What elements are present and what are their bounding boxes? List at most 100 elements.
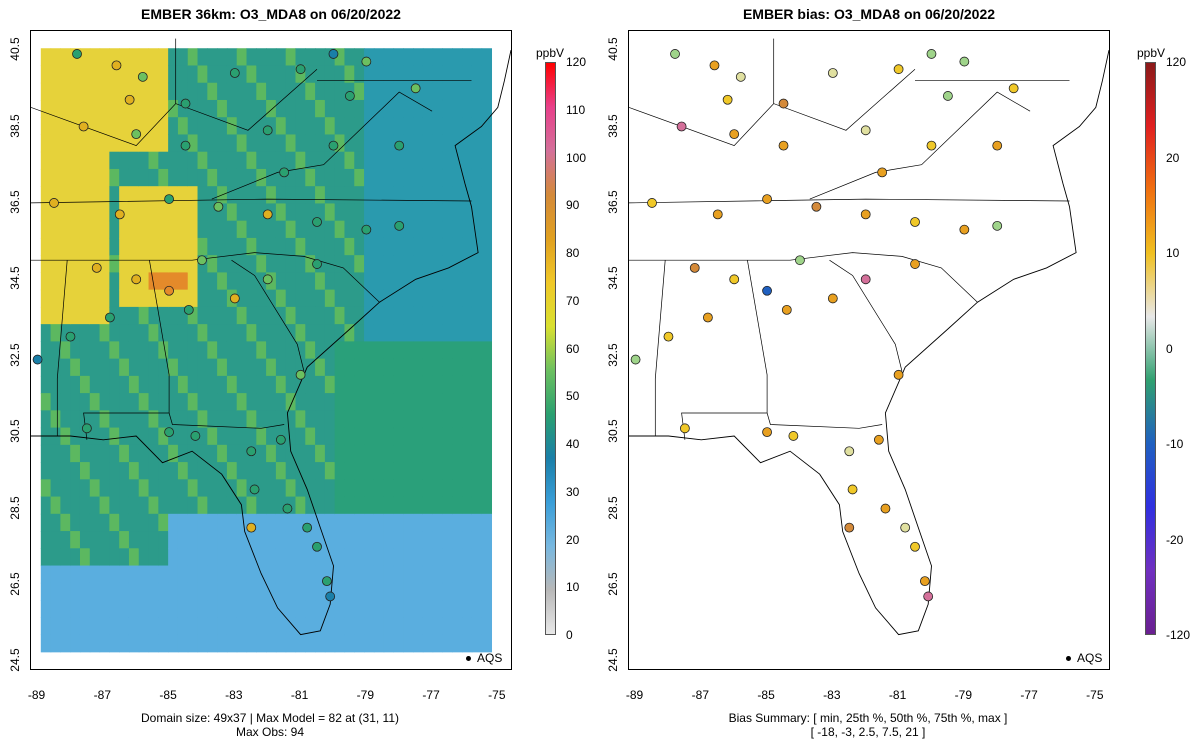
model-grid-cell — [119, 514, 129, 532]
model-grid-cell — [247, 566, 257, 584]
model-grid-cell — [188, 221, 198, 239]
model-grid-cell — [217, 376, 227, 394]
model-grid-cell — [178, 169, 188, 187]
model-grid-cell — [149, 272, 159, 290]
colorbar-tick-label: 20 — [1166, 151, 1179, 165]
model-grid-cell — [149, 324, 159, 342]
model-grid-cell — [247, 203, 257, 221]
model-grid-cell — [60, 583, 70, 601]
colorbar-tick-label: -20 — [1166, 533, 1183, 547]
model-grid-cell — [60, 169, 70, 187]
x-tick-label: -83 — [219, 688, 249, 702]
model-grid-cell — [119, 152, 129, 170]
model-grid-cell — [256, 152, 266, 170]
model-grid-cell — [60, 255, 70, 273]
model-grid-cell — [168, 583, 178, 601]
model-grid-cell — [364, 134, 374, 152]
model-grid-cell — [60, 393, 70, 411]
model-grid-cell — [178, 152, 188, 170]
model-grid-cell — [129, 359, 139, 377]
model-grid-cell — [462, 117, 472, 135]
model-grid-cell — [295, 290, 305, 308]
model-grid-cell — [442, 445, 452, 463]
right-colorbar-unit: ppbV — [1137, 46, 1165, 60]
model-grid-cell — [109, 393, 119, 411]
model-grid-cell — [139, 462, 149, 480]
model-grid-cell — [109, 445, 119, 463]
model-grid-cell — [158, 83, 168, 101]
model-grid-cell — [364, 272, 374, 290]
aqs-station-point — [296, 370, 305, 379]
model-grid-cell — [149, 186, 159, 204]
model-grid-cell — [41, 635, 51, 653]
state-boundary — [682, 260, 768, 440]
model-grid-cell — [217, 290, 227, 308]
model-grid-cell — [70, 238, 80, 256]
model-grid-cell — [364, 410, 374, 428]
model-grid-cell — [413, 410, 423, 428]
model-grid-cell — [433, 410, 443, 428]
model-grid-cell — [80, 290, 90, 308]
model-grid-cell — [256, 600, 266, 618]
model-grid-cell — [247, 600, 257, 618]
model-grid-cell — [80, 497, 90, 515]
model-grid-cell — [51, 48, 61, 66]
model-grid-cell — [51, 152, 61, 170]
model-grid-cell — [472, 445, 482, 463]
model-grid-cell — [482, 221, 492, 239]
model-grid-cell — [90, 617, 100, 635]
model-grid-cell — [472, 376, 482, 394]
model-grid-cell — [198, 462, 208, 480]
model-grid-cell — [384, 324, 394, 342]
model-grid-cell — [217, 83, 227, 101]
model-grid-cell — [442, 186, 452, 204]
model-grid-cell — [482, 307, 492, 325]
model-grid-cell — [452, 186, 462, 204]
model-grid-cell — [413, 341, 423, 359]
model-grid-cell — [325, 117, 335, 135]
model-grid-cell — [60, 617, 70, 635]
model-grid-cell — [227, 134, 237, 152]
model-grid-cell — [247, 48, 257, 66]
model-grid-cell — [266, 531, 276, 549]
aqs-station-point — [861, 210, 870, 219]
model-grid-cell — [198, 635, 208, 653]
aqs-station-point — [763, 195, 772, 204]
left-footer-line1: Domain size: 49x37 | Max Model = 82 at (… — [40, 711, 500, 725]
model-grid-cell — [51, 307, 61, 325]
model-grid-cell — [90, 341, 100, 359]
model-grid-cell — [139, 48, 149, 66]
model-grid-cell — [70, 635, 80, 653]
model-grid-cell — [462, 428, 472, 446]
model-grid-cell — [237, 428, 247, 446]
model-grid-cell — [247, 635, 257, 653]
model-grid-cell — [41, 583, 51, 601]
model-grid-cell — [286, 117, 296, 135]
model-grid-cell — [315, 428, 325, 446]
model-grid-cell — [393, 100, 403, 118]
model-grid-cell — [266, 152, 276, 170]
model-grid-cell — [188, 514, 198, 532]
model-grid-cell — [100, 169, 110, 187]
model-grid-cell — [315, 48, 325, 66]
model-grid-cell — [364, 152, 374, 170]
model-grid-cell — [256, 134, 266, 152]
model-grid-cell — [129, 221, 139, 239]
model-grid-cell — [315, 290, 325, 308]
aqs-station-point — [263, 275, 272, 284]
model-grid-cell — [41, 169, 51, 187]
model-grid-cell — [80, 255, 90, 273]
model-grid-cell — [482, 410, 492, 428]
model-grid-cell — [472, 152, 482, 170]
model-grid-cell — [247, 134, 257, 152]
model-grid-cell — [168, 169, 178, 187]
model-grid-cell — [168, 134, 178, 152]
model-grid-cell — [100, 617, 110, 635]
model-grid-cell — [276, 583, 286, 601]
model-grid-cell — [247, 255, 257, 273]
model-grid-cell — [129, 65, 139, 83]
aqs-station-point — [911, 542, 920, 551]
model-grid-cell — [286, 203, 296, 221]
y-tick-label: 38.5 — [8, 106, 22, 146]
legend-dot-icon — [466, 656, 471, 661]
